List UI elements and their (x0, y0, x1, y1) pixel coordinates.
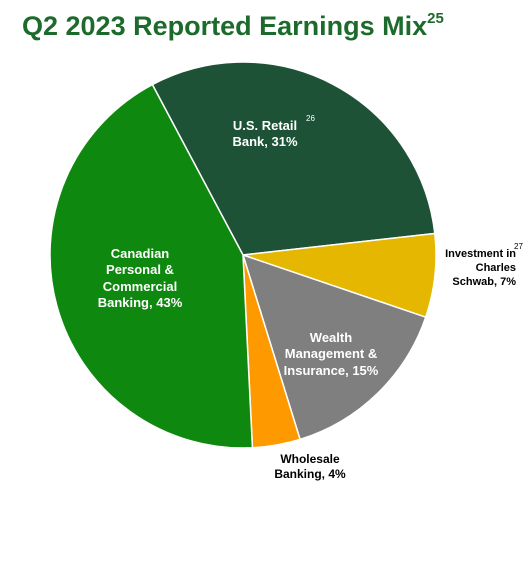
label-footnote: 26 (306, 114, 315, 123)
pie-slice (241, 253, 427, 441)
chart-title: Q2 2023 Reported Earnings Mix25 (22, 10, 444, 42)
slice-label: Investment in Charles Schwab, 7% 27 (432, 242, 523, 289)
slice-name: Investment in Charles Schwab, (445, 248, 516, 288)
slice-label: Wholesale Banking, 4% (262, 452, 358, 482)
slice-value: 4% (328, 467, 346, 481)
title-text: Q2 2023 Reported Earnings Mix (22, 11, 428, 41)
pie-slice (151, 61, 436, 256)
pie-slice (49, 83, 254, 449)
slice-value: 31% (271, 134, 298, 150)
slice-value: 7% (500, 275, 516, 288)
slice-name: Canadian Personal & Commercial Banking, (97, 246, 178, 310)
slice-label: Wealth Management & Insurance, 15% (276, 330, 386, 379)
title-footnote: 25 (427, 10, 444, 27)
slice-value: 15% (352, 362, 379, 378)
slice-name: Wholesale Banking, (274, 452, 340, 481)
slice-label: U.S. Retail Bank, 31% 26 (222, 114, 314, 151)
slice-value: 43% (156, 294, 183, 310)
slice-name: Wealth Management & Insurance, (283, 330, 378, 378)
label-footnote: 27 (514, 242, 523, 251)
slice-label: Canadian Personal & Commercial Banking, … (84, 246, 196, 311)
slice-name: U.S. Retail Bank, (232, 118, 298, 150)
